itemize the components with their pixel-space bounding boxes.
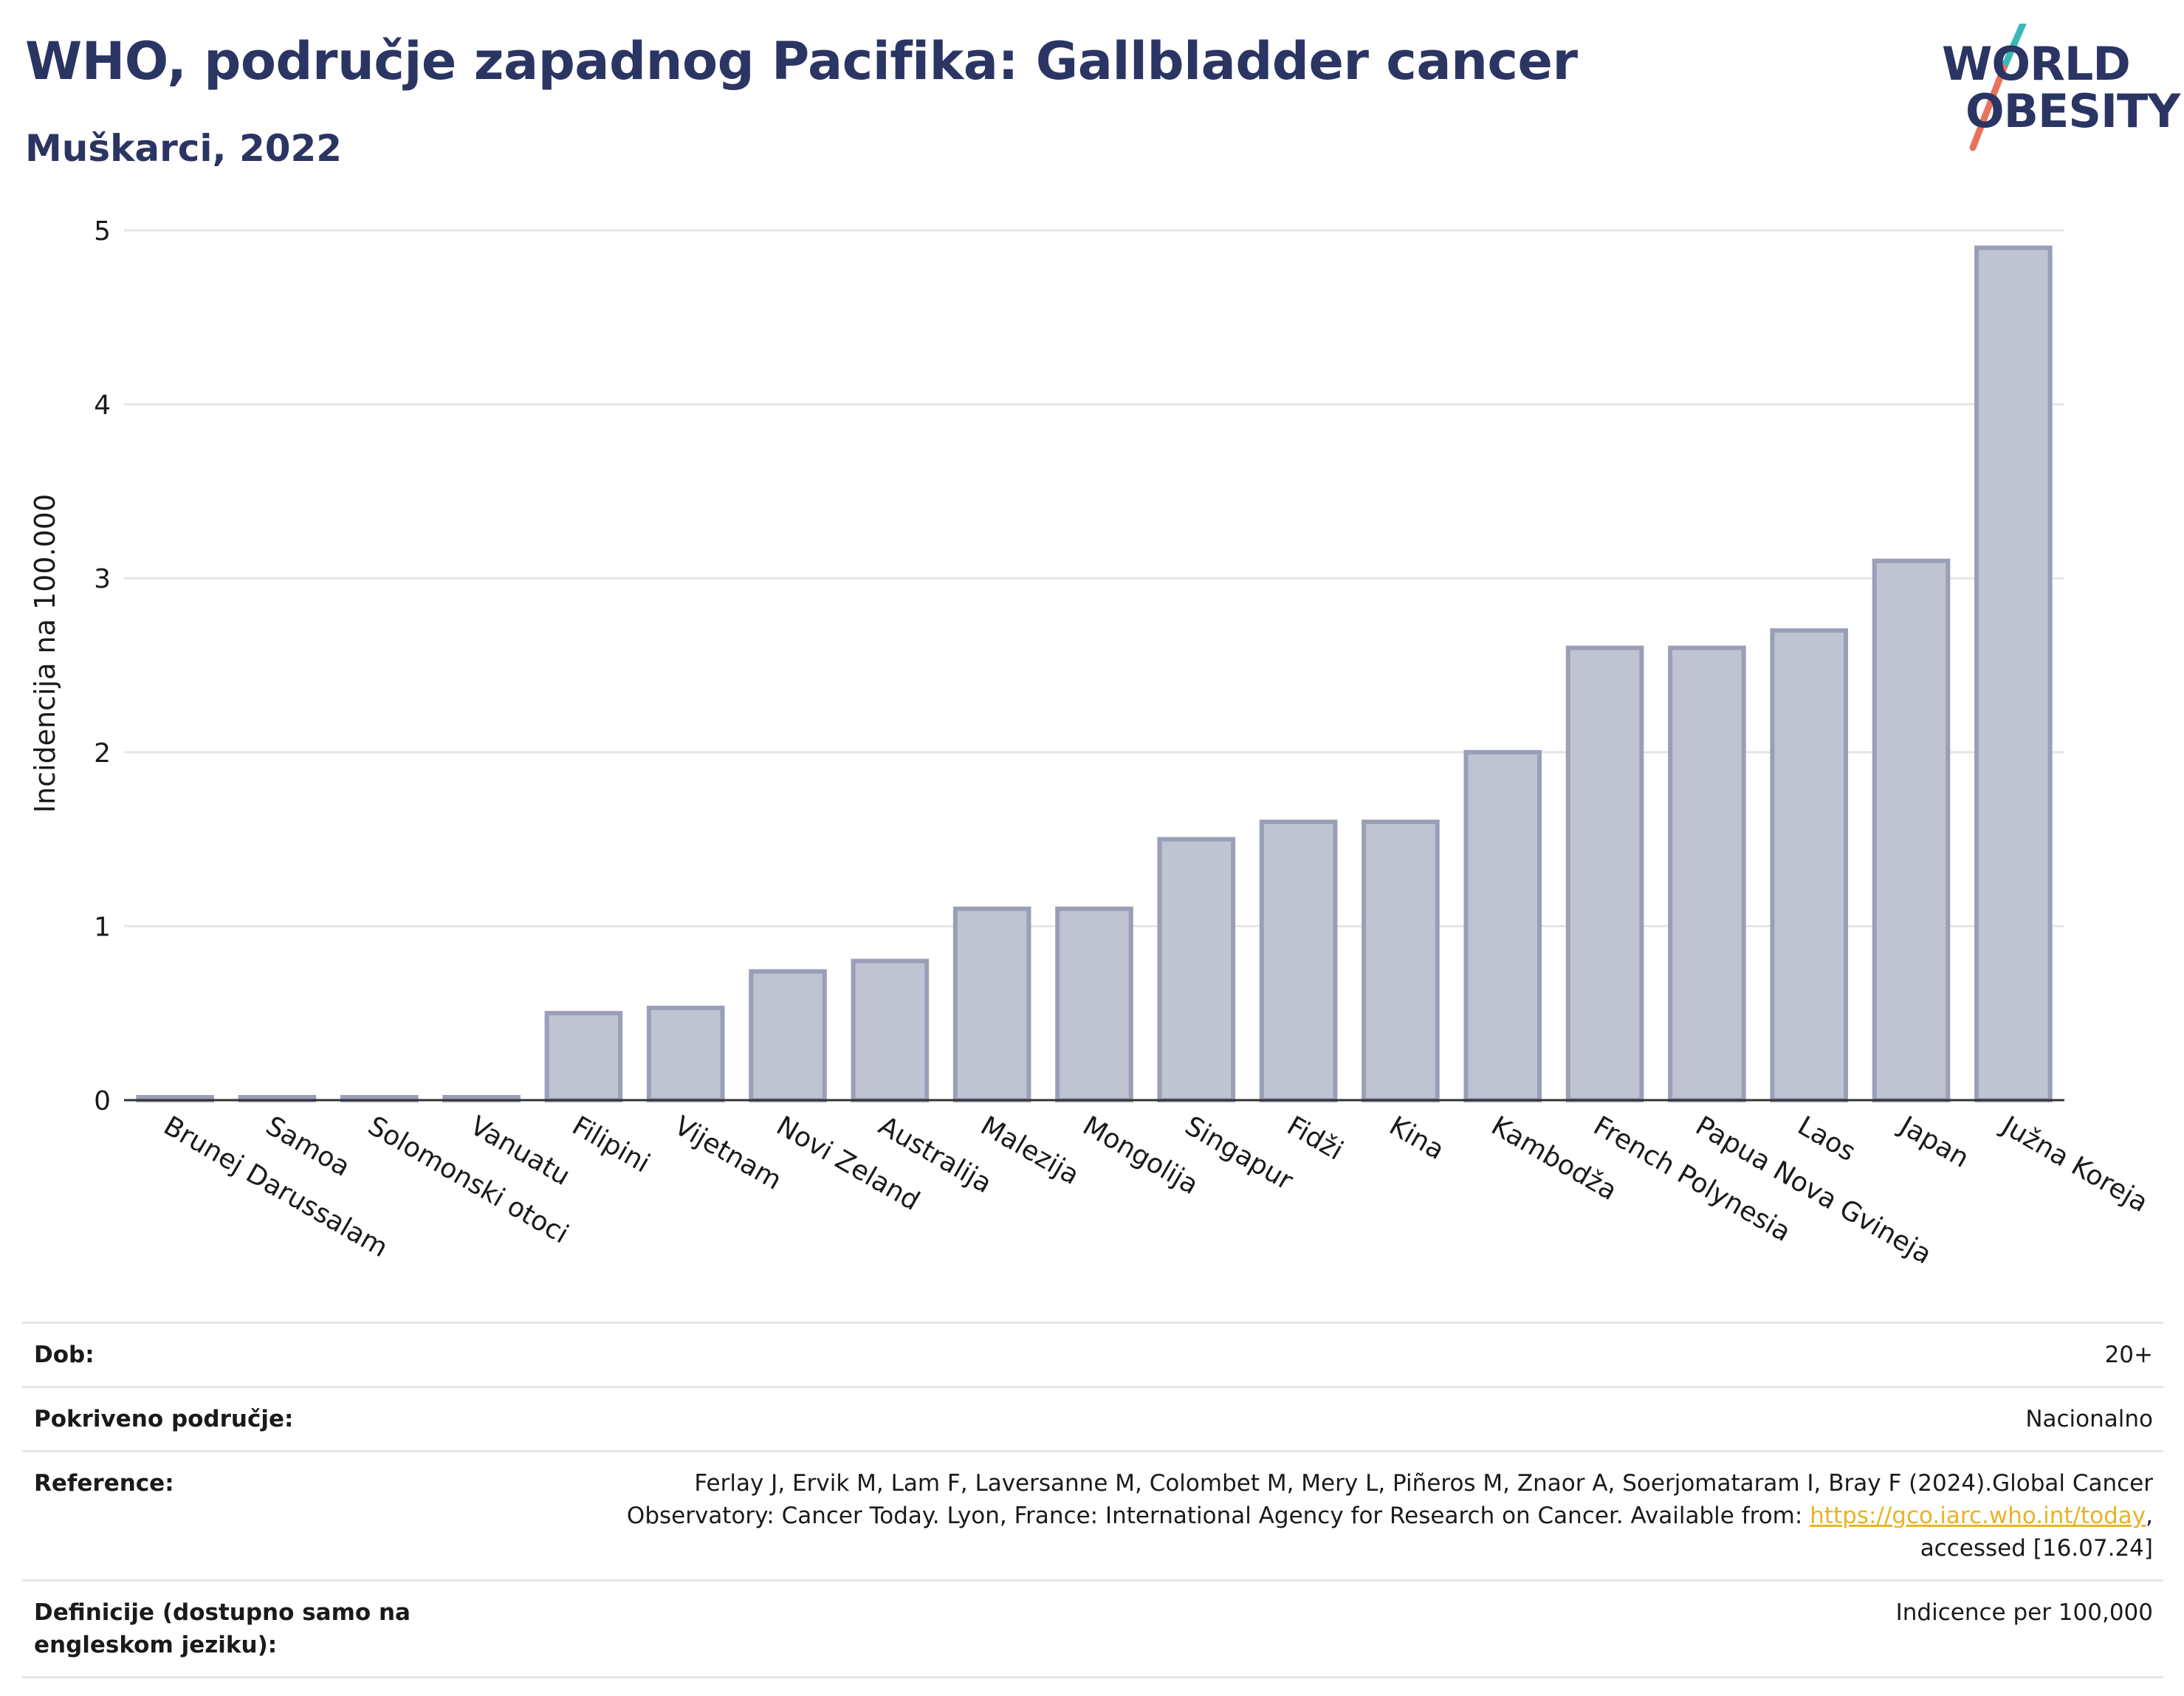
world-obesity-logo: WORLD OBESITY — [1934, 24, 2180, 157]
bar[interactable] — [1872, 558, 1951, 1102]
logo-text-obesity: OBESITY — [1965, 84, 2180, 138]
x-tick-label: Kina — [1384, 1110, 1449, 1166]
y-tick-labels: 0 1 2 3 4 5 — [94, 216, 111, 1116]
bar[interactable] — [1770, 628, 1849, 1102]
bar[interactable] — [1974, 245, 2053, 1102]
x-tick-label: Laos — [1793, 1110, 1861, 1167]
y-tick-label: 3 — [94, 564, 111, 594]
bar[interactable] — [1055, 906, 1133, 1103]
x-tick-label: Vijetnam — [669, 1110, 786, 1196]
bar[interactable] — [1668, 645, 1746, 1102]
meta-row-coverage: Pokriveno područje: Nacionalno — [22, 1386, 2163, 1450]
y-tick-label: 4 — [94, 391, 111, 421]
age-label: Dob: — [34, 1342, 95, 1368]
bar[interactable] — [1361, 820, 1440, 1102]
page-title: WHO, područje zapadnog Pacifika: Gallbla… — [25, 31, 1578, 92]
bar[interactable] — [1259, 820, 1338, 1102]
bar[interactable] — [646, 1006, 725, 1102]
x-tick-label: Filipini — [567, 1110, 655, 1178]
bar[interactable] — [544, 1011, 623, 1102]
page-subtitle: Muškarci, 2022 — [25, 127, 343, 170]
logo-slash-icon — [1969, 24, 2027, 151]
reference-value: Ferlay J, Ervik M, Lam F, Laversanne M, … — [595, 1467, 2153, 1565]
y-tick-label: 5 — [94, 216, 111, 247]
definition-value: Indicence per 100,000 — [1895, 1599, 2153, 1626]
meta-row-definition: Definicije (dostupno samo na engleskom j… — [22, 1579, 2163, 1678]
bar[interactable] — [1157, 837, 1236, 1102]
y-tick-label: 2 — [94, 738, 111, 769]
coverage-label: Pokriveno područje: — [34, 1406, 294, 1432]
reference-text-4: accessed [16.07.24] — [1920, 1535, 2153, 1562]
reference-text-3: , — [2146, 1503, 2153, 1529]
y-tick-label: 1 — [94, 912, 111, 942]
y-tick-label: 0 — [94, 1086, 111, 1116]
bar[interactable] — [851, 958, 930, 1103]
bar[interactable] — [1565, 645, 1644, 1102]
bar[interactable] — [1463, 749, 1542, 1102]
reference-label: Reference: — [34, 1470, 174, 1497]
x-tick-label: Mongolija — [1078, 1110, 1203, 1201]
metadata-table: Dob: 20+ Pokriveno područje: Nacionalno … — [22, 1322, 2163, 1678]
meta-row-age: Dob: 20+ — [22, 1322, 2163, 1386]
x-tick-label: Fidži — [1282, 1110, 1348, 1166]
bars — [136, 245, 2053, 1103]
x-tick-label: Južna Koreja — [1996, 1110, 2153, 1218]
reference-text-2: Observatory: Cancer Today. Lyon, France:… — [626, 1503, 1810, 1529]
logo-text-world: WORLD — [1942, 37, 2131, 91]
definition-label: Definicije (dostupno samo na engleskom j… — [34, 1599, 411, 1658]
age-value: 20+ — [2104, 1342, 2153, 1368]
bar[interactable] — [749, 969, 827, 1102]
y-axis-title: Incidencija na 100.000 — [29, 494, 61, 813]
meta-row-reference: Reference: Ferlay J, Ervik M, Lam F, Lav… — [22, 1450, 2163, 1579]
x-tick-label: Japan — [1893, 1110, 1974, 1174]
reference-link[interactable]: https://gco.iarc.who.int/today — [1810, 1503, 2146, 1529]
bar[interactable] — [952, 906, 1031, 1103]
coverage-value: Nacionalno — [2025, 1406, 2153, 1432]
reference-text-1: Ferlay J, Ervik M, Lam F, Laversanne M, … — [694, 1470, 2153, 1497]
